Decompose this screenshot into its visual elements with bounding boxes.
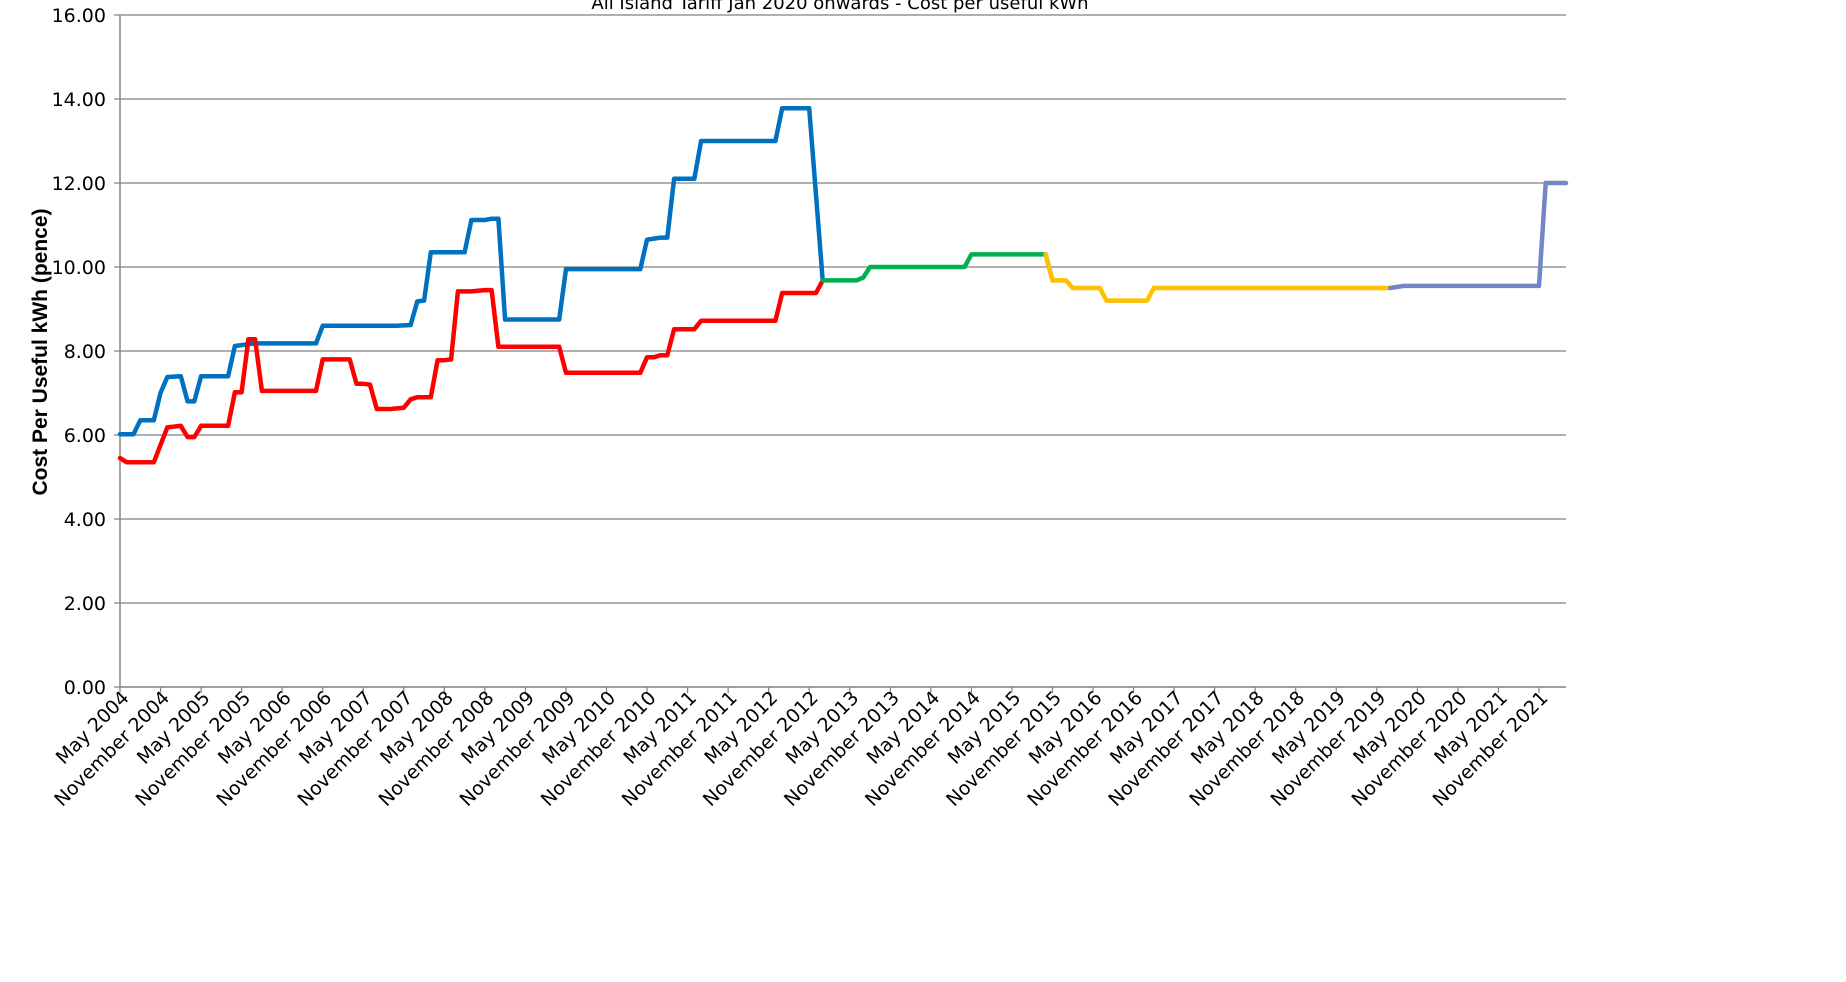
axes bbox=[114, 14, 1566, 693]
y-axis-title: Cost Per Useful kWh (pence) bbox=[29, 208, 52, 495]
series-line-2 bbox=[117, 278, 825, 465]
series-line-3 bbox=[820, 252, 1055, 283]
gridlines bbox=[120, 14, 1566, 604]
y-tick-label: 6.00 bbox=[64, 425, 106, 447]
chart-title: All Island Tariff Jan 2020 onwards - Cos… bbox=[591, 0, 1088, 14]
y-tick-label: 14.00 bbox=[52, 89, 106, 111]
y-tick-label: 10.00 bbox=[52, 257, 106, 279]
y-tick-label: 12.00 bbox=[52, 173, 106, 195]
series-line-5 bbox=[1388, 180, 1569, 291]
series-line-1 bbox=[117, 105, 825, 437]
y-tick-label: 0.00 bbox=[64, 677, 106, 699]
y-tick-label: 2.00 bbox=[64, 593, 106, 615]
y-tick-labels: 0.00 2.00 4.00 6.00 8.00 10.00 12.00 14.00 16.00 bbox=[52, 5, 106, 699]
y-tick-label: 16.00 bbox=[52, 5, 106, 27]
series-lines bbox=[117, 105, 1569, 465]
series-line-4 bbox=[1043, 252, 1393, 303]
y-tick-label: 8.00 bbox=[64, 341, 106, 363]
y-tick-label: 4.00 bbox=[64, 509, 106, 531]
